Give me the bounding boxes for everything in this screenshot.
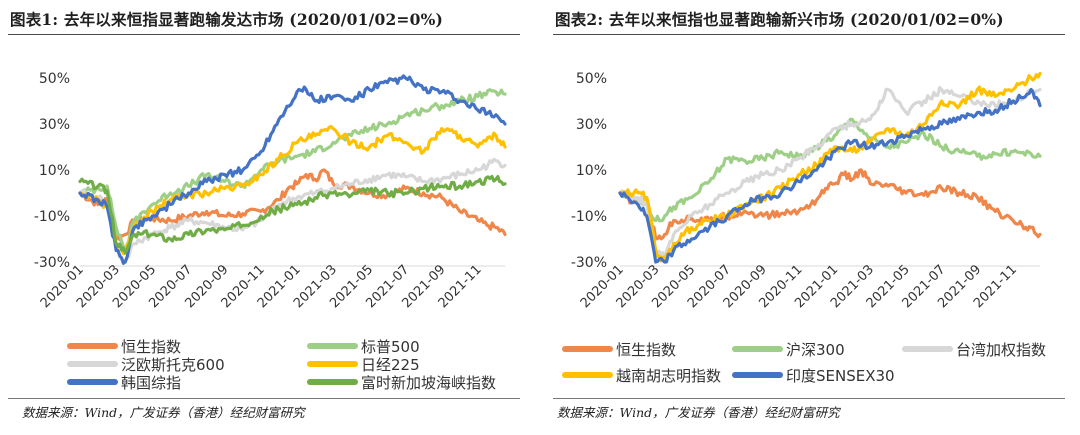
- source-rule-1: [8, 398, 520, 399]
- title-rule-1: [8, 34, 520, 35]
- legend-label: 沪深300: [786, 341, 845, 359]
- y-tick-label: 30%: [576, 117, 607, 133]
- legend-label: 恒生指数: [121, 338, 181, 356]
- series-line: [618, 117, 1042, 223]
- legend-label: 日经225: [361, 356, 420, 374]
- y-tick-label: 50%: [576, 71, 607, 87]
- y-tick-label: -10%: [34, 209, 70, 225]
- y-tick-label: 10%: [576, 163, 607, 179]
- line-chart-2: 50%30%10%-10%-30%2020-012020-032020-0520…: [562, 71, 1046, 385]
- chart-panel-1: 图表1: 去年以来恒指显著跑输发达市场 (2020/01/02=0%) 50% 3…: [0, 0, 530, 435]
- line-chart-1: 50%30%10%-10%-30%2020-012020-032020-0520…: [34, 71, 507, 392]
- legend-label: 富时新加坡海峡指数: [361, 374, 496, 392]
- y-tick-label: 10%: [39, 163, 70, 179]
- series-line: [78, 174, 507, 255]
- series-line: [78, 88, 507, 253]
- source-note-1: 数据来源：Wind，广发证券（香港）经纪财富研究: [22, 405, 305, 420]
- legend-label: 恒生指数: [616, 341, 676, 359]
- legend-label: 韩国综指: [121, 374, 181, 392]
- legend-label: 印度SENSEX30: [786, 367, 895, 385]
- chart-panel-2: 图表2: 去年以来恒指也显著跑输新兴市场 (2020/01/02=0%) 50%…: [545, 0, 1075, 435]
- chart-title-2: 图表2: 去年以来恒指也显著跑输新兴市场 (2020/01/02=0%): [555, 10, 1004, 29]
- legend-label: 越南胡志明指数: [616, 367, 721, 385]
- legend-label: 泛欧斯托克600: [121, 356, 225, 374]
- source-note-2: 数据来源：Wind，广发证券（香港）经纪财富研究: [557, 405, 840, 420]
- y-tick-label: 50%: [39, 71, 70, 87]
- y-tick-label: -10%: [571, 209, 607, 225]
- y-tick-label: -30%: [571, 255, 607, 271]
- chart-title-1: 图表1: 去年以来恒指显著跑输发达市场 (2020/01/02=0%): [10, 10, 444, 29]
- series-line: [78, 74, 507, 265]
- source-rule-2: [553, 398, 1065, 399]
- y-tick-label: 30%: [39, 117, 70, 133]
- series-line: [618, 71, 1042, 264]
- series-line: [78, 124, 507, 256]
- series-line: [618, 87, 1042, 264]
- legend-label: 台湾加权指数: [956, 341, 1046, 359]
- legend-label: 标普500: [361, 338, 420, 356]
- title-rule-2: [553, 34, 1065, 35]
- y-tick-label: -30%: [34, 255, 70, 271]
